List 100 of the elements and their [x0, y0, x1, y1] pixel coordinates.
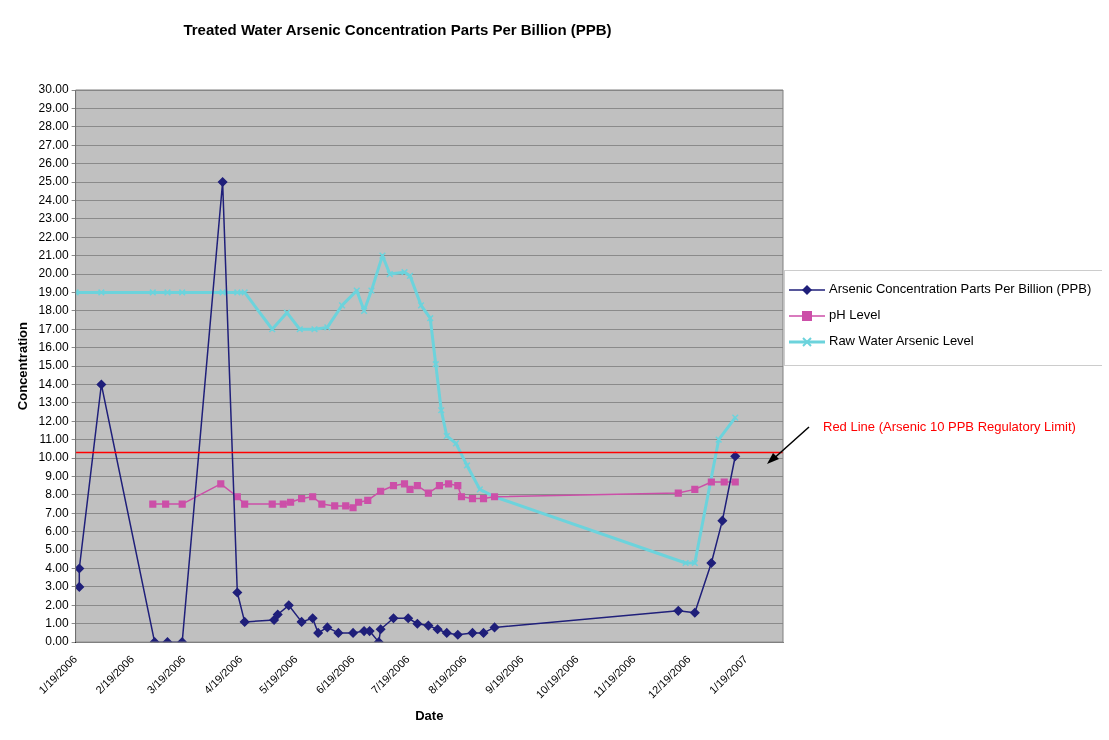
- point: [432, 624, 443, 634]
- y-tick-label: 7.00: [45, 505, 69, 520]
- point: [162, 500, 170, 508]
- point: [674, 489, 682, 497]
- y-tick-label: 9.00: [45, 468, 69, 483]
- y-axis-title: Concentration: [15, 321, 31, 411]
- point: [96, 379, 107, 390]
- y-tick-label: 29.00: [38, 100, 69, 115]
- point: [279, 500, 287, 508]
- point: [388, 613, 399, 623]
- point: [178, 500, 186, 508]
- point: [731, 478, 739, 486]
- point: [377, 487, 385, 495]
- point: [296, 325, 304, 333]
- point: [706, 558, 717, 568]
- point: [403, 613, 413, 623]
- y-tick-label: 19.00: [38, 284, 69, 299]
- y-tick-label: 14.00: [38, 376, 69, 391]
- y-tick-label: 22.00: [38, 229, 69, 244]
- legend-label: Raw Water Arsenic Level: [829, 333, 974, 348]
- y-tick-label: 28.00: [38, 119, 69, 134]
- point: [445, 480, 453, 488]
- y-tick-label: 17.00: [38, 321, 69, 336]
- point: [367, 287, 376, 295]
- point: [673, 606, 684, 616]
- y-tick-label: 10.00: [38, 450, 69, 465]
- point: [479, 495, 488, 503]
- legend-label: pH Level: [829, 307, 881, 322]
- x-axis-title: Date: [415, 707, 444, 723]
- point: [454, 482, 462, 490]
- point: [313, 628, 323, 638]
- point: [691, 485, 699, 493]
- point: [309, 493, 317, 501]
- point: [284, 600, 294, 611]
- point: [239, 617, 250, 627]
- point: [413, 482, 421, 490]
- point: [232, 587, 243, 598]
- point: [437, 406, 445, 414]
- point: [298, 495, 306, 503]
- point: [241, 500, 249, 508]
- point: [296, 617, 307, 627]
- point: [412, 618, 423, 629]
- y-tick-label: 1.00: [45, 616, 69, 631]
- point: [268, 500, 276, 508]
- point: [400, 480, 409, 488]
- point: [442, 628, 452, 638]
- point: [331, 502, 339, 510]
- y-tick-label: 13.00: [38, 395, 69, 410]
- point: [682, 559, 690, 567]
- point: [342, 502, 350, 510]
- y-tick-label: 12.00: [38, 413, 69, 428]
- point: [307, 613, 318, 623]
- point: [424, 489, 432, 497]
- point: [217, 177, 228, 187]
- point: [355, 498, 363, 506]
- point: [375, 624, 386, 634]
- y-tick-label: 27.00: [38, 137, 69, 152]
- point: [269, 615, 279, 625]
- y-tick-label: 20.00: [38, 266, 69, 281]
- point: [478, 628, 489, 638]
- point: [707, 478, 715, 486]
- point: [333, 628, 344, 638]
- point: [453, 630, 463, 640]
- point: [435, 482, 443, 490]
- point: [463, 461, 471, 470]
- point: [272, 609, 283, 620]
- y-tick-label: 6.00: [45, 524, 69, 539]
- chart-title: Treated Water Arsenic Concentration Parts Per Billion (PPB): [183, 21, 612, 39]
- point: [349, 504, 357, 512]
- point: [423, 620, 434, 631]
- point: [715, 436, 723, 444]
- point: [364, 496, 372, 504]
- point: [219, 288, 227, 297]
- y-tick-label: 4.00: [45, 560, 69, 575]
- point: [287, 498, 295, 506]
- y-tick-label: 8.00: [45, 487, 69, 502]
- y-tick-label: 15.00: [38, 358, 69, 373]
- y-tick-label: 2.00: [45, 597, 69, 612]
- y-tick-label: 24.00: [38, 192, 69, 207]
- y-tick-label: 3.00: [45, 579, 69, 594]
- point: [163, 288, 172, 297]
- y-tick-label: 21.00: [38, 247, 69, 262]
- point: [318, 500, 326, 508]
- y-tick-label: 0.00: [45, 634, 69, 649]
- point: [75, 582, 85, 592]
- y-tick-label: 11.00: [39, 432, 69, 446]
- y-tick-label: 25.00: [38, 174, 69, 189]
- point: [432, 360, 440, 368]
- point: [457, 493, 466, 501]
- point: [406, 485, 414, 493]
- point: [322, 622, 333, 633]
- point: [467, 628, 478, 638]
- legend-label: Arsenic Concentration Parts Per Billion (PPB): [829, 281, 1092, 296]
- point: [149, 500, 157, 508]
- y-tick-label: 18.00: [38, 303, 69, 318]
- point: [217, 480, 225, 488]
- point: [717, 515, 728, 526]
- y-tick-label: 5.00: [45, 542, 69, 557]
- point: [348, 628, 358, 638]
- ref-line-label: Red Line (Arsenic 10 PPB Regulatory Limit): [823, 418, 1076, 434]
